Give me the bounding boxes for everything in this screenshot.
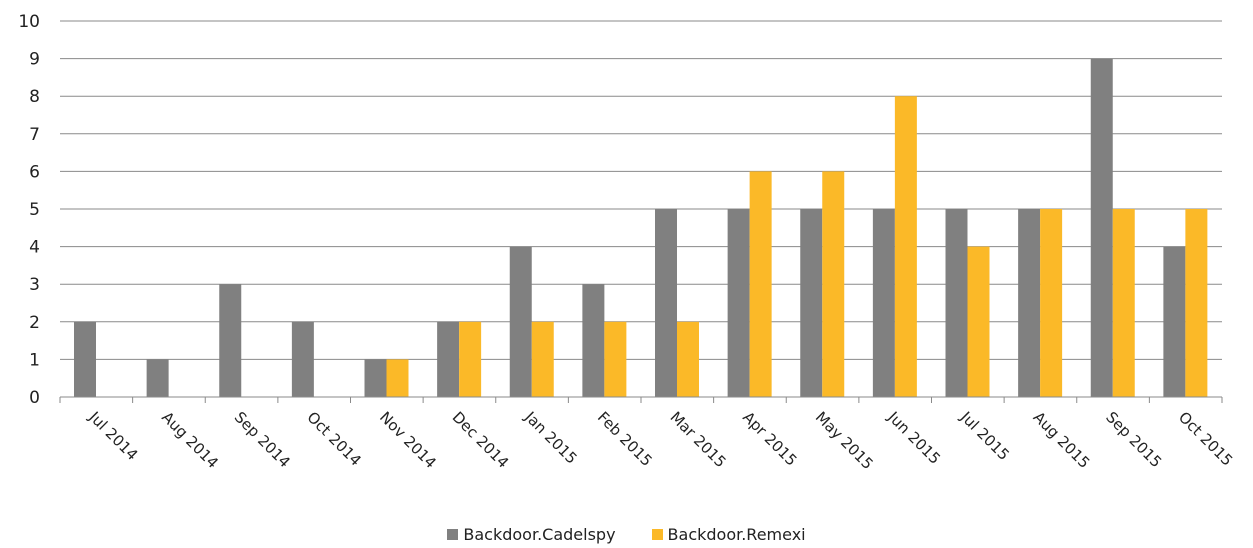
bar-backdoor-remexi <box>894 96 917 397</box>
x-tick-label: Dec 2014 <box>449 408 513 472</box>
bar-backdoor-cadelspy <box>727 209 750 397</box>
x-tick-label: Jul 2015 <box>956 407 1013 464</box>
legend: Backdoor.Cadelspy Backdoor.Remexi <box>0 525 1253 544</box>
y-tick-label: 9 <box>29 50 40 70</box>
bar-backdoor-cadelspy <box>291 321 314 397</box>
bar-backdoor-remexi <box>1185 209 1208 397</box>
y-tick-label: 6 <box>29 162 40 182</box>
y-tick-label: 10 <box>18 12 40 32</box>
bar-backdoor-remexi <box>1112 209 1135 397</box>
bar-backdoor-cadelspy <box>219 284 242 397</box>
bar-backdoor-cadelspy <box>1018 209 1041 397</box>
bar-backdoor-cadelspy <box>1090 58 1113 397</box>
x-axis <box>59 396 1223 403</box>
bar-backdoor-cadelspy <box>146 359 169 397</box>
x-tick-label: May 2015 <box>812 408 877 473</box>
bar-backdoor-remexi <box>531 321 554 397</box>
bar-backdoor-remexi <box>459 321 482 397</box>
bar-backdoor-cadelspy <box>872 209 895 397</box>
bar-backdoor-cadelspy <box>437 321 460 397</box>
y-tick-label: 0 <box>29 388 40 408</box>
y-axis-ticks: 0 1 2 3 4 5 6 7 8 9 10 <box>18 12 40 408</box>
legend-label-remexi: Backdoor.Remexi <box>667 525 806 544</box>
legend-swatch-cadelspy <box>447 529 459 540</box>
x-tick-label: Sep 2014 <box>231 408 294 471</box>
x-tick-label: Jul 2014 <box>85 407 142 464</box>
bar-backdoor-cadelspy <box>1163 246 1186 397</box>
legend-item-cadelspy: Backdoor.Cadelspy <box>447 525 616 544</box>
bar-backdoor-cadelspy <box>582 284 605 397</box>
x-tick-label: Aug 2014 <box>158 408 222 472</box>
x-tick-label: Feb 2015 <box>594 408 656 470</box>
x-tick-label: Jun 2015 <box>884 407 944 467</box>
bar-backdoor-cadelspy <box>364 359 387 397</box>
y-tick-label: 5 <box>29 200 40 220</box>
bar-backdoor-remexi <box>386 359 409 397</box>
y-tick-label: 4 <box>29 238 40 258</box>
bar-backdoor-remexi <box>749 171 772 397</box>
x-tick-label: Oct 2015 <box>1175 408 1236 469</box>
x-tick-label: Nov 2014 <box>376 408 440 472</box>
x-tick-label: Jan 2015 <box>521 407 581 467</box>
x-tick-label: Mar 2015 <box>666 408 729 471</box>
y-tick-label: 8 <box>29 87 40 107</box>
y-tick-label: 2 <box>29 313 40 333</box>
bar-backdoor-cadelspy <box>74 321 96 397</box>
x-tick-label: Aug 2015 <box>1030 408 1094 472</box>
bar-backdoor-remexi <box>604 321 627 397</box>
bar-backdoor-remexi <box>677 321 699 397</box>
x-tick-label: Oct 2014 <box>303 408 364 469</box>
y-tick-label: 3 <box>29 275 40 295</box>
bar-backdoor-cadelspy <box>945 209 968 397</box>
bars <box>74 58 1208 397</box>
x-tick-label: Apr 2015 <box>739 408 800 469</box>
legend-item-remexi: Backdoor.Remexi <box>651 525 806 544</box>
bar-backdoor-cadelspy <box>655 209 677 397</box>
bar-backdoor-cadelspy <box>800 209 823 397</box>
bar-backdoor-remexi <box>1040 209 1063 397</box>
x-tick-label: Sep 2015 <box>1102 408 1165 471</box>
bar-backdoor-remexi <box>967 246 990 397</box>
legend-label-cadelspy: Backdoor.Cadelspy <box>463 525 616 544</box>
x-axis-ticks: Jul 2014 Aug 2014 Sep 2014 Oct 2014 Nov 2014… <box>85 407 1237 473</box>
bar-backdoor-cadelspy <box>509 246 532 397</box>
y-tick-label: 7 <box>29 125 40 145</box>
bar-backdoor-remexi <box>822 171 845 397</box>
gridlines <box>60 20 1222 360</box>
legend-swatch-remexi <box>651 529 663 540</box>
y-tick-label: 1 <box>29 350 40 370</box>
